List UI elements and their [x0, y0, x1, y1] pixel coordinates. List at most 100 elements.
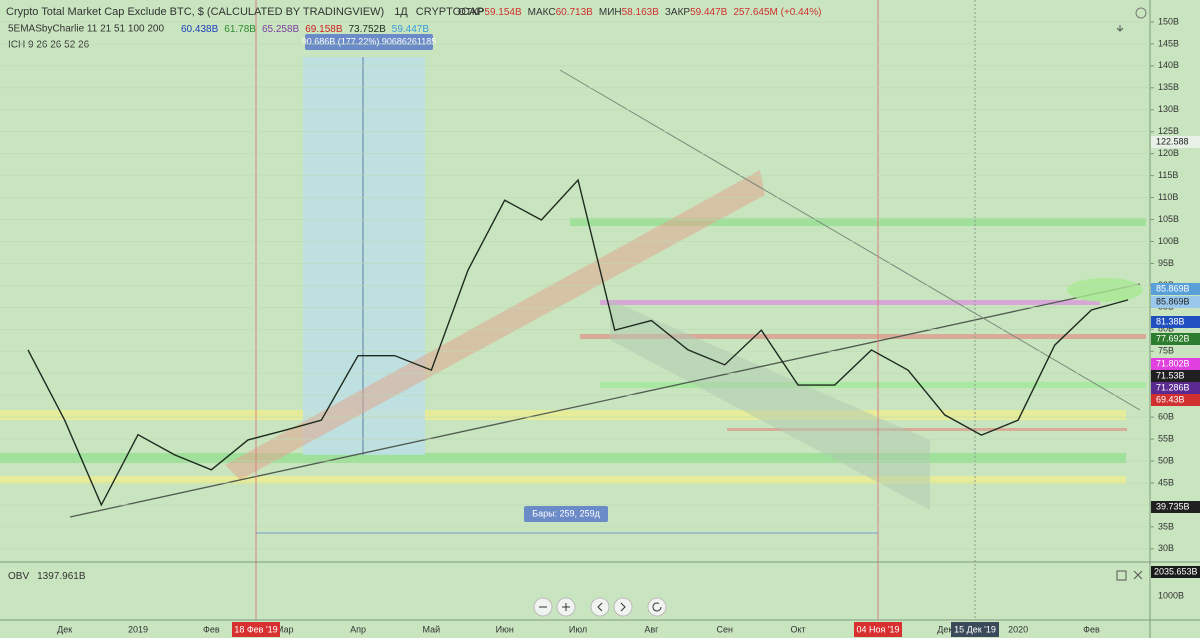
- price-label-bg: [1151, 394, 1200, 406]
- title-text: Crypto Total Market Cap Exclude BTC, $ (…: [6, 6, 384, 18]
- price-label: 85.869B: [1156, 296, 1190, 306]
- price-axis: [1150, 0, 1200, 620]
- ich-name: ICH 9 26 26 52 26: [8, 40, 90, 51]
- price-line: [27, 178, 1129, 507]
- x-tick-label: Мар: [276, 624, 294, 634]
- ema-value: 73.752B: [349, 24, 387, 35]
- zone: [600, 382, 1146, 388]
- zone: [0, 476, 1126, 484]
- title: Crypto Total Market Cap Exclude BTC, $ (…: [6, 6, 484, 18]
- obv-label: OBV 1397.961B: [8, 571, 86, 582]
- price-label-bg: [1151, 316, 1200, 328]
- x-tick-label: Июн: [496, 624, 514, 634]
- ema-value: 60.438B: [181, 24, 219, 35]
- obv-last-bg: [1151, 566, 1200, 578]
- y-tick-label: 75B: [1158, 346, 1174, 356]
- y-tick-label: 110B: [1158, 192, 1178, 202]
- x-tick-label: Окт: [790, 624, 805, 634]
- highlight: [1067, 278, 1143, 302]
- price-label: 77.692B: [1156, 333, 1190, 343]
- zone: [0, 410, 1126, 420]
- price-label: 71.802B: [1156, 358, 1190, 368]
- zone: [0, 453, 1126, 463]
- zone: [600, 300, 1100, 305]
- maximize[interactable]: [1116, 570, 1127, 581]
- y-tick-label: 140B: [1158, 60, 1179, 70]
- ohlc-value: 60.713B: [556, 7, 594, 18]
- price-label-bg: [1151, 370, 1200, 382]
- price-label: 81.38B: [1156, 316, 1185, 326]
- ohlc-key: МАКС: [528, 7, 556, 18]
- date-mark-bg: [854, 622, 902, 637]
- zone: [727, 428, 1127, 431]
- price-label-bg: [1151, 296, 1200, 308]
- bars-label: [524, 506, 608, 522]
- price-label: 71.286B: [1156, 382, 1190, 392]
- zoom-controls: [533, 597, 667, 617]
- ohlc: ОТКР59.154B МАКС60.713B МИН58.163B ЗАКР59.4…: [458, 7, 821, 18]
- interval: 1Д: [394, 6, 408, 18]
- y-tick-label: 95B: [1158, 258, 1174, 268]
- price-label-bg: [1151, 382, 1200, 394]
- y-tick-label: 45B: [1158, 477, 1174, 487]
- y-tick-label: 55B: [1158, 433, 1174, 443]
- date-mark: 04 Ноя '19: [856, 624, 899, 634]
- ohlc-value: 58.163B: [622, 7, 660, 18]
- price-label-bg: [1151, 136, 1200, 148]
- x-tick-label: Май: [423, 624, 441, 634]
- y-tick-label: 60B: [1158, 411, 1174, 421]
- obv-name: OBV: [8, 571, 29, 582]
- x-tick-label: Апр: [350, 624, 366, 634]
- price-label-bg: [1151, 333, 1200, 345]
- y-tick-label: 120B: [1158, 148, 1179, 158]
- measure-label: [305, 34, 433, 50]
- date-mark: 18 Фев '19: [234, 624, 277, 634]
- ohlc-value: 59.447B: [690, 7, 728, 18]
- y-tick-label: 100B: [1158, 236, 1179, 246]
- ema-name: 5EMASbyCharlie 11 21 51 100 200: [8, 24, 164, 35]
- icon: [597, 602, 603, 612]
- channel: [610, 300, 930, 510]
- ema-value: 59.447B: [392, 24, 430, 35]
- y-tick-label: 130B: [1158, 104, 1179, 114]
- price-label: 69.43B: [1156, 394, 1185, 404]
- trend-line: [559, 69, 1141, 411]
- y-tick-label: 105B: [1158, 214, 1179, 224]
- x-tick-label: Сен: [716, 624, 733, 634]
- ohlc-key: МИН: [599, 7, 622, 18]
- ohlc-key: ОТКР: [458, 7, 485, 18]
- obv-value: 1397.961B: [37, 571, 86, 582]
- scroll-left[interactable]: [590, 597, 610, 617]
- obv-tick: 1000B: [1158, 590, 1184, 600]
- icon: [562, 603, 570, 611]
- y-tick-label: 80B: [1158, 324, 1174, 334]
- ohlc-value: 59.154B: [484, 7, 522, 18]
- scroll-right[interactable]: [613, 597, 633, 617]
- ema-value: 69.158B: [305, 24, 343, 35]
- settings[interactable]: [1135, 7, 1147, 19]
- scroll-down[interactable]: [1116, 25, 1124, 32]
- y-tick-label: 145B: [1158, 38, 1179, 48]
- close[interactable]: [1133, 570, 1143, 580]
- y-tick-label: 50B: [1158, 455, 1174, 465]
- ema-value: 61.78B: [224, 24, 256, 35]
- channel: [225, 170, 765, 480]
- measure-text: 90.686B (177.22%) 90686261185: [302, 36, 436, 46]
- price-label-bg: [1151, 501, 1200, 513]
- ema-values: 60.438B 61.78B 65.258B 69.158B 73.752B 59.447…: [181, 24, 429, 35]
- y-tick-label: 150B: [1158, 16, 1179, 26]
- x-tick-label: Дек: [57, 624, 72, 634]
- date-mark: 15 Дек '19: [954, 624, 996, 634]
- y-tick-label: 30B: [1158, 543, 1174, 553]
- reset[interactable]: [647, 597, 667, 617]
- y-tick-label: 125B: [1158, 126, 1179, 136]
- price-label: 71.53B: [1156, 370, 1185, 380]
- y-tick-label: 135B: [1158, 82, 1179, 92]
- ohlc-key: ЗАКР: [665, 7, 691, 18]
- window-controls: [1116, 7, 1147, 581]
- y-tick-label: 115B: [1158, 170, 1178, 180]
- zone: [570, 218, 1146, 226]
- obv-last: 2035.653B: [1154, 566, 1198, 576]
- x-tick-label: Авг: [644, 624, 659, 634]
